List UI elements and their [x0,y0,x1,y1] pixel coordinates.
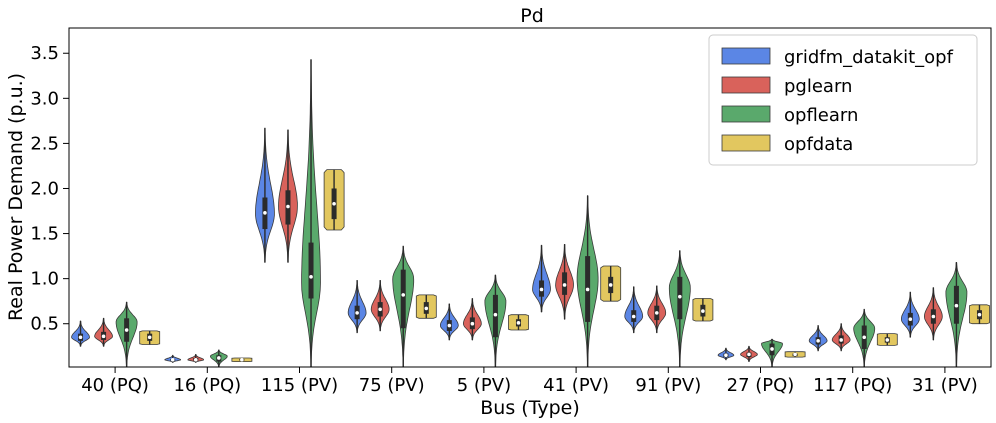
violin-median [332,202,336,206]
legend-swatch [721,105,771,123]
y-tick-label: 2.5 [30,133,59,154]
violin-median [562,283,567,287]
violin-median [493,312,498,317]
x-tick-label: 115 (PV) [261,375,338,396]
violin-median [147,335,152,340]
violin-median [701,309,705,313]
y-tick-label: 1.5 [30,224,59,245]
violin-median [217,356,221,360]
violin-median [424,306,429,311]
y-tick-label: 3.0 [30,88,59,109]
violin-median [263,211,267,215]
violin-median [124,328,129,332]
chart-title: Pd [520,5,544,27]
legend-swatch [721,134,771,152]
violin-median [585,287,590,292]
violin-median [839,338,843,342]
violin-median [678,294,682,299]
violin-median [862,335,867,340]
violin-median [724,353,728,358]
x-tick-label: 40 (PQ) [81,375,149,396]
y-tick-label: 2.0 [30,178,59,199]
legend-label: pglearn [784,76,852,97]
legend-swatch [721,76,771,94]
violin-median [931,314,936,319]
violin-median [470,321,475,326]
violin-median [447,323,452,328]
y-tick-label: 0.5 [30,314,59,335]
x-tick-label: 27 (PQ) [727,375,795,396]
violin-median [954,303,959,308]
violin-median [378,307,382,312]
x-tick-label: 91 (PV) [635,375,701,396]
legend-swatch [721,47,771,65]
violin-median [101,334,106,339]
violin-median [516,321,521,325]
violin-median [654,311,659,315]
violin-median [170,357,175,362]
violin-median [355,311,359,315]
violin-iqr-box [308,242,314,299]
violin-median [816,339,820,343]
y-tick-label: 3.5 [30,43,59,64]
violin-median [193,357,198,362]
x-tick-label: 16 (PQ) [173,375,241,396]
violin-median [793,352,797,357]
violin-median [747,352,751,357]
x-tick-label: 75 (PV) [359,375,425,396]
violin-median [240,357,244,362]
legend-label: opfdata [784,134,853,155]
violin-median [401,293,406,297]
violin-median [608,283,613,287]
x-tick-label: 31 (PV) [912,375,978,396]
legend-frame [708,34,978,166]
violin-median [539,287,544,292]
violin-layer [71,59,990,368]
x-axis-label: Bus (Type) [480,397,579,419]
x-tick-label: 5 (PV) [457,375,511,396]
x-tick-label: 117 (PQ) [813,375,892,396]
plot-frame [68,27,992,368]
violin-median [286,204,290,209]
legend-label: opflearn [784,105,858,126]
violin-median [885,338,890,342]
violin-median [908,317,913,322]
y-tick-label: 1.0 [30,269,59,290]
legend-label: gridfm_datakit_opf [784,47,954,68]
violin-median [78,335,83,340]
violin-median [770,347,774,351]
violin-median [631,314,636,319]
violin-median [309,275,313,279]
axes-layer: 0.5 1.0 1.5 2.0 2.5 3.0 3.5 40 (PQ) 16 (PQ) 115 (… [30,43,977,396]
y-axis-label: Real Power Demand (p.u.) [5,73,27,321]
violin-median [977,312,982,317]
violin-iqr-box [400,269,406,329]
x-tick-label: 41 (PV) [543,375,609,396]
